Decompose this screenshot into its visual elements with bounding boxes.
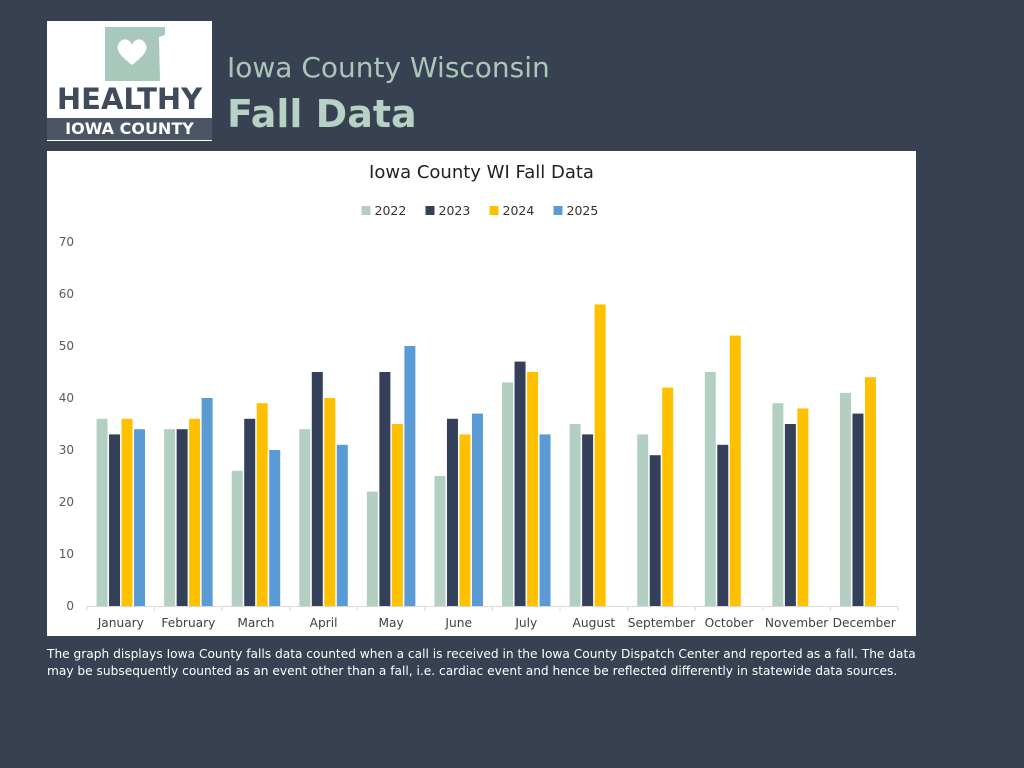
x-tick-label-december: December [833,616,897,630]
bar-2022-march [231,470,243,606]
bar-2022-january [96,418,108,606]
y-tick-label: 20 [59,495,74,509]
bar-2023-march [244,418,256,606]
x-tick-label-january: January [97,616,144,630]
x-tick-label-september: September [628,616,696,630]
bar-2022-december [839,392,851,606]
page-title: Fall Data [227,92,417,136]
legend-swatch-2025 [553,206,563,215]
bar-2024-june [459,434,471,606]
legend-label-2024: 2024 [503,203,535,218]
bar-2025-february [201,398,213,606]
bar-2024-august [594,304,606,606]
chart-caption: The graph displays Iowa County falls dat… [47,647,916,678]
bar-2023-january [109,434,121,606]
bar-2023-february [176,429,188,606]
bar-2023-december [852,413,864,606]
x-tick-label-august: August [573,616,616,630]
legend-label-2023: 2023 [439,203,471,218]
bar-2022-february [164,429,176,606]
bar-2023-july [514,361,526,606]
bar-2023-november [784,424,796,606]
bar-2023-september [649,455,661,606]
x-tick-label-november: November [765,616,829,630]
bar-2022-october [704,372,716,606]
y-tick-label: 40 [59,391,74,405]
bar-2024-april [324,398,336,606]
y-tick-label: 60 [59,287,74,301]
bar-2023-april [311,372,323,606]
bar-2024-september [662,387,674,606]
x-tick-label-february: February [161,616,215,630]
x-tick-label-july: July [514,616,537,630]
bar-2025-april [336,444,348,606]
bar-2023-june [446,418,458,606]
bar-2024-november [797,408,809,606]
bar-2023-october [717,444,729,606]
logo-text-healthy: HEALTHY [56,82,203,116]
bar-2025-july [539,434,551,606]
legend-label-2025: 2025 [567,203,599,218]
bar-2025-january [134,429,146,606]
y-tick-label: 50 [59,339,74,353]
page-subtitle: Iowa County Wisconsin [227,51,550,84]
bar-2024-may [391,424,403,606]
legend-swatch-2023 [425,206,435,215]
legend-label-2022: 2022 [375,203,407,218]
bar-2022-june [434,476,446,606]
logo-text-iowa-county: IOWA COUNTY [47,118,212,140]
y-tick-label: 10 [59,547,74,561]
bar-2024-december [864,377,876,606]
x-tick-label-june: June [444,616,472,630]
bar-2023-august [582,434,594,606]
bar-2022-august [569,424,581,606]
state-heart-icon [105,27,165,81]
chart-title: Iowa County WI Fall Data [369,162,594,183]
legend-swatch-2024 [489,206,499,215]
bar-2022-september [637,434,649,606]
bar-2025-march [269,450,281,606]
legend-swatch-2022 [361,206,371,215]
x-tick-label-march: March [237,616,274,630]
fall-data-chart: Iowa County WI Fall Data 2022 2023 2024 2025… [59,162,899,630]
bar-2022-november [772,403,784,606]
x-tick-label-april: April [310,616,338,630]
bar-2023-may [379,372,391,606]
bar-2025-may [404,346,416,606]
bar-2022-july [502,382,514,606]
bar-2022-april [299,429,311,606]
bar-2024-march [256,403,268,606]
bar-2024-january [121,418,133,606]
bar-2024-july [527,372,539,606]
bar-2024-october [729,335,741,606]
bar-2025-june [471,413,483,606]
y-tick-label: 70 [59,235,74,249]
chart-panel: Iowa County WI Fall Data 2022 2023 2024 2025… [47,151,916,636]
y-tick-label: 30 [59,443,74,457]
x-tick-label-may: May [379,616,404,630]
healthy-iowa-county-logo: HEALTHY IOWA COUNTY [47,21,212,141]
y-tick-label: 0 [66,599,74,613]
x-tick-label-october: October [705,616,755,630]
bar-2024-february [189,418,201,606]
bar-2022-may [366,491,378,606]
